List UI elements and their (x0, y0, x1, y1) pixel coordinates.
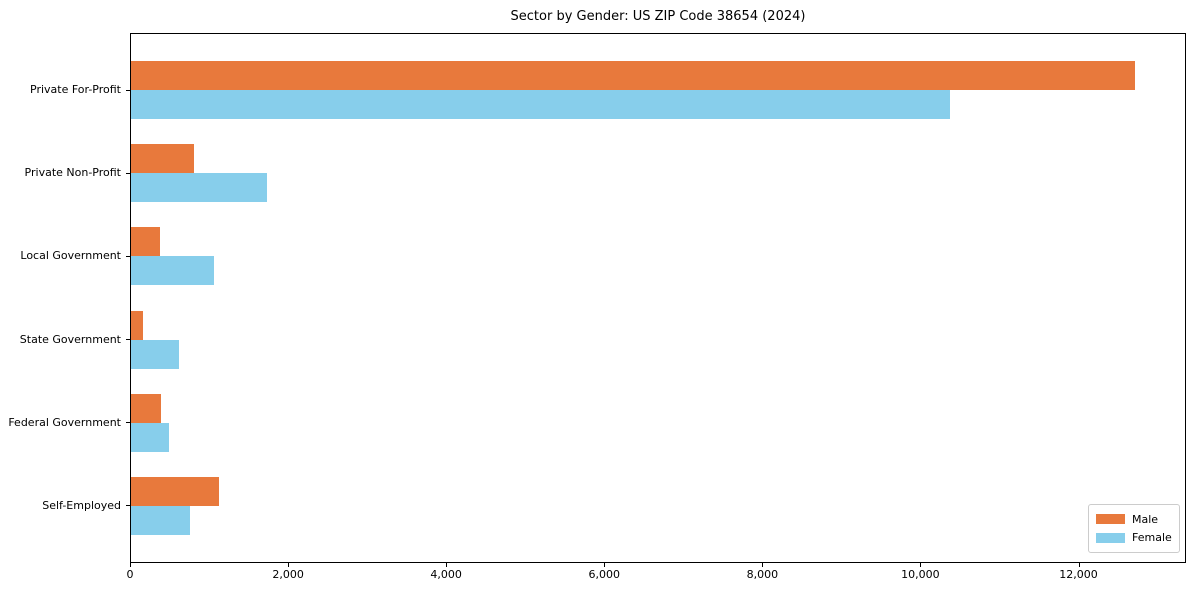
y-axis-label: Federal Government (8, 415, 121, 429)
y-tick-mark (126, 89, 130, 91)
x-tick-mark (604, 563, 606, 567)
bar-male-state-government (131, 310, 143, 340)
bar-female-self-employed (131, 505, 190, 535)
x-tick-mark (1078, 563, 1080, 567)
legend-item-female: Female (1096, 530, 1172, 546)
y-tick-mark (126, 339, 130, 341)
y-axis-label: Local Government (20, 249, 121, 263)
x-axis-tick-label: 0 (126, 568, 134, 581)
bar-female-federal-government (131, 422, 169, 452)
y-tick-mark (126, 505, 130, 507)
bar-male-private-for-profit (131, 61, 1135, 91)
x-tick-mark (288, 563, 290, 567)
bar-female-private-for-profit (131, 90, 950, 120)
x-tick-mark (130, 563, 131, 567)
y-axis-label: Self-Employed (42, 498, 121, 512)
y-axis-label: Private Non-Profit (24, 166, 121, 180)
y-tick-mark (126, 172, 130, 174)
x-tick-mark (920, 563, 922, 567)
x-axis-tick-label: 10,000 (901, 568, 940, 581)
x-axis-tick-label: 8,000 (746, 568, 779, 581)
y-tick-mark (126, 255, 130, 257)
bar-male-self-employed (131, 476, 219, 506)
y-tick-mark (126, 422, 130, 424)
y-axis-label: Private For-Profit (30, 83, 121, 97)
x-axis-tick-label: 4,000 (430, 568, 462, 581)
legend-label: Male (1132, 512, 1159, 526)
legend-swatch-female-icon (1096, 532, 1125, 543)
bar-female-private-non-profit (131, 173, 267, 203)
bar-male-federal-government (131, 393, 161, 423)
legend-item-male: Male (1096, 511, 1172, 527)
bar-female-state-government (131, 339, 179, 369)
bar-male-private-non-profit (131, 144, 194, 174)
y-axis-label: State Government (19, 332, 121, 346)
legend-label: Female (1132, 531, 1172, 545)
x-tick-mark (446, 563, 448, 567)
bar-female-local-government (131, 256, 214, 286)
x-tick-mark (762, 563, 764, 567)
legend: Male Female (1088, 504, 1180, 553)
bar-male-local-government (131, 227, 160, 257)
x-axis-tick-label: 12,000 (1059, 568, 1098, 581)
x-axis-tick-label: 6,000 (588, 568, 621, 581)
legend-swatch-male-icon (1096, 514, 1125, 525)
x-axis-tick-label: 2,000 (272, 568, 304, 581)
plot-area (130, 33, 1186, 563)
chart-title: Sector by Gender: US ZIP Code 38654 (202… (510, 9, 806, 24)
